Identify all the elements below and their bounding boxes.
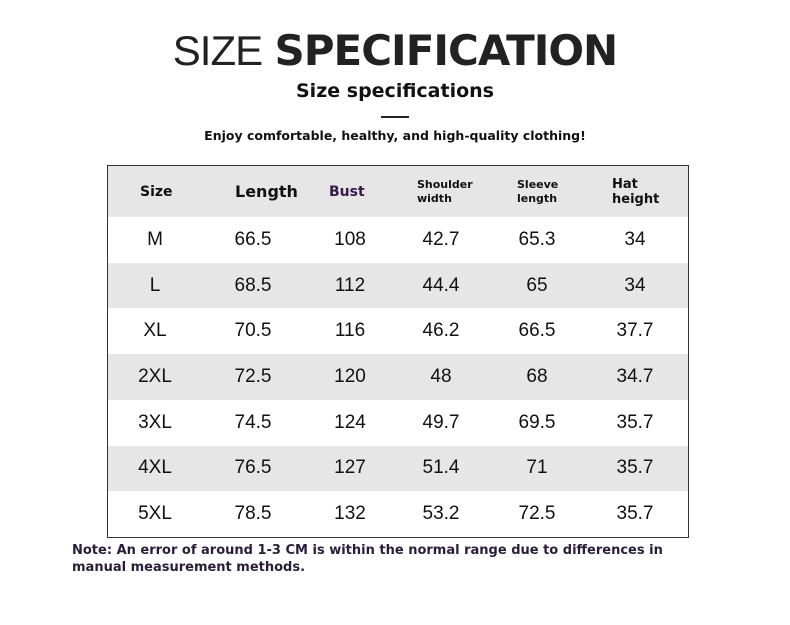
table-row: 5XL 78.5 132 53.2 72.5 35.7 <box>108 491 688 537</box>
note: Note: An error of around 1-3 CM is withi… <box>72 543 663 575</box>
table-cell: 66.5 <box>234 228 272 250</box>
table-cell: 72.5 <box>518 503 556 525</box>
table-cell: 65.3 <box>518 228 556 250</box>
title: SIZE SPECIFICATION <box>0 26 790 75</box>
table-row: XL 70.5 116 46.2 66.5 37.7 <box>108 308 688 354</box>
table-cell: 70.5 <box>234 320 272 342</box>
title-light: SIZE <box>172 27 263 74</box>
table-cell: 69.5 <box>518 411 556 433</box>
table-row: 3XL 74.5 124 49.7 69.5 35.7 <box>108 400 688 446</box>
table-cell: 127 <box>334 457 366 479</box>
divider <box>381 116 409 118</box>
table-cell: 42.7 <box>422 228 460 250</box>
table-cell: 3XL <box>138 411 172 433</box>
subtitle: Size specifications <box>296 80 494 102</box>
table-cell: 132 <box>334 503 366 525</box>
column-header: Hat height <box>612 176 660 207</box>
table-cell: 53.2 <box>422 503 460 525</box>
table-row: 2XL 72.5 120 48 68 34.7 <box>108 354 688 400</box>
title-bold: SPECIFICATION <box>274 26 619 75</box>
table-row: L 68.5 112 44.4 65 34 <box>108 262 688 309</box>
table-cell: 35.7 <box>616 457 654 479</box>
table-cell: 124 <box>334 411 366 433</box>
table-cell: 68.5 <box>234 274 272 296</box>
table-cell: 35.7 <box>616 503 654 525</box>
table-cell: 4XL <box>138 457 172 479</box>
column-header: Length <box>235 182 298 201</box>
table-cell: 48 <box>430 365 452 387</box>
table-cell: 76.5 <box>234 457 272 479</box>
table-cell: L <box>149 274 161 296</box>
table-cell: 49.7 <box>422 411 460 433</box>
table-cell: 72.5 <box>234 365 272 387</box>
table-cell: 66.5 <box>518 320 556 342</box>
column-header: Sleeve length <box>517 177 559 205</box>
table-cell: 44.4 <box>422 274 460 296</box>
table-cell: 37.7 <box>616 320 654 342</box>
table-cell: 112 <box>334 274 366 296</box>
table-cell: 78.5 <box>234 503 272 525</box>
header-row: Size Length Bust Shoulder width Sleeve lengt… <box>108 166 688 217</box>
table-cell: 68 <box>526 365 548 387</box>
table-cell: 65 <box>526 274 548 296</box>
column-header: Bust <box>329 183 365 200</box>
table-cell: 74.5 <box>234 411 272 433</box>
table-cell: 71 <box>526 457 548 479</box>
table-row: 4XL 76.5 127 51.4 71 35.7 <box>108 445 688 492</box>
table-cell: M <box>147 228 163 250</box>
table-cell: XL <box>143 320 167 342</box>
table-cell: 46.2 <box>422 320 460 342</box>
table-cell: 34 <box>624 274 646 296</box>
column-header: Shoulder width <box>417 177 473 205</box>
table-cell: 34 <box>624 228 646 250</box>
table-cell: 116 <box>334 320 366 342</box>
table-cell: 2XL <box>138 365 172 387</box>
table-cell: 5XL <box>138 503 172 525</box>
column-header: Size <box>140 183 173 200</box>
table-row: M 66.5 108 42.7 65.3 34 <box>108 217 688 263</box>
table-cell: 51.4 <box>422 457 460 479</box>
table-cell: 108 <box>334 228 366 250</box>
size-table: Size Length Bust Shoulder width Sleeve lengt… <box>107 165 689 538</box>
table-cell: 120 <box>334 365 366 387</box>
table-cell: 35.7 <box>616 411 654 433</box>
table-cell: 34.7 <box>616 365 654 387</box>
tagline: Enjoy comfortable, healthy, and high-qua… <box>204 128 586 143</box>
